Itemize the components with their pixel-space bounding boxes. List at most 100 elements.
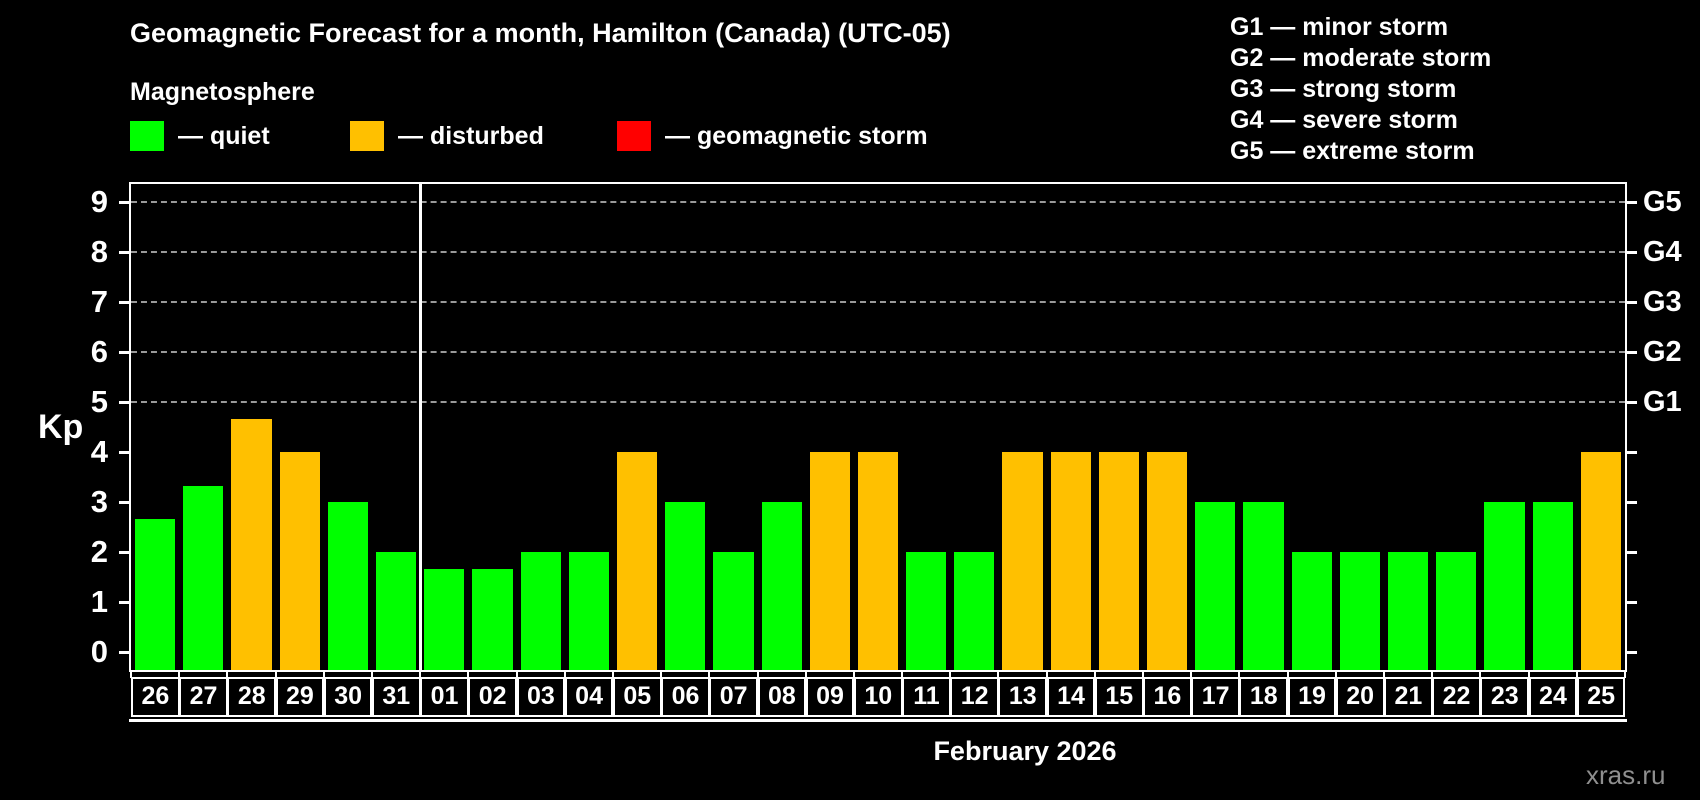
day-label-22: 22 <box>1432 677 1481 717</box>
plot-area <box>129 182 1627 672</box>
watermark: xras.ru <box>1586 760 1666 790</box>
gridline-G1 <box>131 401 1625 403</box>
legend-label-quiet: — quiet <box>178 121 270 150</box>
bar-day-24 <box>1532 502 1573 670</box>
day-label-05: 05 <box>612 677 662 717</box>
y-axis-tick <box>119 251 129 254</box>
gridline-G5 <box>131 201 1625 203</box>
y-axis-tick-label: 9 <box>90 184 108 219</box>
day-label-25: 25 <box>1576 677 1626 717</box>
y-axis-tick-label: 4 <box>90 434 108 469</box>
x-axis-tick <box>949 671 952 678</box>
bar-day-03 <box>520 552 561 670</box>
day-label-15: 15 <box>1094 677 1144 717</box>
day-label-31: 31 <box>371 677 421 717</box>
y-axis-tick <box>119 351 129 354</box>
x-axis-tick <box>1045 671 1048 678</box>
gridline-G3 <box>131 301 1625 303</box>
g4-legend-line: G4 — severe storm <box>1230 106 1458 134</box>
x-axis-tick <box>419 671 422 678</box>
right-axis-label-G4: G4 <box>1643 236 1682 268</box>
gridline-G2 <box>131 351 1625 353</box>
y-axis-tick-label: 7 <box>90 284 108 319</box>
bar-day-18 <box>1243 502 1284 670</box>
g-scale-legend: G1 — minor storm G2 — moderate storm G3 … <box>1230 12 1491 167</box>
bar-day-20 <box>1339 552 1381 670</box>
x-axis-tick <box>852 671 855 678</box>
bar-day-31 <box>375 552 417 670</box>
bar-day-30 <box>327 502 368 670</box>
bar-day-02 <box>472 568 513 670</box>
y-axis-tick-label: 0 <box>90 634 108 669</box>
legend-label-disturbed: — disturbed <box>398 121 544 150</box>
x-axis-tick <box>467 671 470 678</box>
x-axis-tick <box>274 671 277 678</box>
day-label-17: 17 <box>1191 677 1240 717</box>
day-label-09: 09 <box>805 677 855 717</box>
y-axis-tick <box>119 651 129 654</box>
x-axis-tick <box>1334 671 1337 678</box>
bar-day-16 <box>1147 452 1188 670</box>
y-axis-tick <box>119 301 129 304</box>
bar-day-27 <box>183 485 224 670</box>
bar-day-09 <box>809 452 850 670</box>
x-axis-tick <box>708 671 711 678</box>
bar-day-13 <box>1002 452 1043 670</box>
x-axis-baseline <box>129 719 1627 722</box>
day-label-26: 26 <box>131 677 180 717</box>
bar-day-26 <box>135 518 176 670</box>
g5-legend-line: G5 — extreme storm <box>1230 137 1475 165</box>
y-axis-tick-right <box>1627 251 1637 254</box>
day-label-19: 19 <box>1287 677 1337 717</box>
magnetosphere-label: Magnetosphere <box>130 78 315 106</box>
storm-color-swatch <box>617 121 651 151</box>
day-label-08: 08 <box>757 677 807 717</box>
day-label-24: 24 <box>1528 677 1578 717</box>
quiet-color-swatch <box>130 121 164 151</box>
y-axis-tick-right <box>1627 601 1637 604</box>
day-label-16: 16 <box>1143 677 1192 717</box>
day-label-21: 21 <box>1384 677 1433 717</box>
day-label-02: 02 <box>468 677 518 717</box>
bar-day-17 <box>1195 502 1236 670</box>
bar-day-11 <box>906 552 947 670</box>
day-label-14: 14 <box>1046 677 1096 717</box>
day-label-12: 12 <box>950 677 999 717</box>
day-label-23: 23 <box>1480 677 1530 717</box>
disturbed-color-swatch <box>350 121 384 151</box>
bar-day-12 <box>954 552 995 670</box>
x-axis-tick <box>178 671 181 678</box>
bar-day-07 <box>713 552 754 670</box>
x-axis-tick <box>1624 671 1626 678</box>
bar-day-04 <box>568 552 609 670</box>
bar-day-10 <box>857 452 899 670</box>
x-axis-tick <box>370 671 373 678</box>
day-label-27: 27 <box>179 677 228 717</box>
y-axis-tick <box>119 601 129 604</box>
y-axis-tick-right <box>1627 301 1637 304</box>
legend-label-storm: — geomagnetic storm <box>665 121 928 150</box>
day-label-18: 18 <box>1239 677 1289 717</box>
y-axis-tick-label: 2 <box>90 534 108 569</box>
day-label-10: 10 <box>853 677 903 717</box>
bar-day-08 <box>761 502 802 670</box>
bar-day-21 <box>1388 552 1429 670</box>
y-axis-tick-label: 8 <box>90 234 108 269</box>
x-axis-tick <box>804 671 807 678</box>
x-axis-tick <box>660 671 663 678</box>
day-label-01: 01 <box>420 677 469 717</box>
bar-day-14 <box>1050 452 1091 670</box>
y-axis-tick <box>119 501 129 504</box>
x-axis-tick <box>901 671 904 678</box>
bar-day-28 <box>231 418 272 670</box>
day-label-06: 06 <box>661 677 710 717</box>
x-axis-tick <box>1479 671 1482 678</box>
y-axis-tick-right <box>1627 451 1637 454</box>
gridline-G4 <box>131 251 1625 253</box>
g2-legend-line: G2 — moderate storm <box>1230 44 1492 72</box>
day-label-07: 07 <box>709 677 758 717</box>
kp-axis-title: Kp <box>38 408 84 446</box>
legend-item-quiet: — quiet <box>130 120 270 152</box>
bar-day-01 <box>424 568 465 670</box>
